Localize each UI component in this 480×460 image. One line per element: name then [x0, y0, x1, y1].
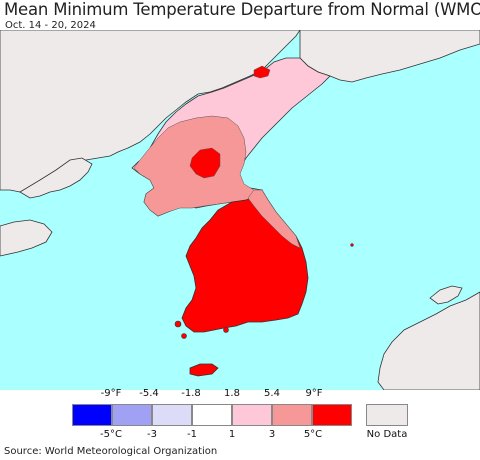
legend-no-data-label: No Data — [366, 429, 408, 440]
north-korea-central-hot — [189, 147, 221, 179]
date-range: Oct. 14 - 20, 2024 — [5, 20, 96, 31]
japan-landmass — [377, 291, 480, 390]
south-korea-east-coast — [247, 189, 301, 249]
legend-bin — [152, 404, 192, 426]
legend-bin — [232, 404, 272, 426]
korea-map — [0, 30, 480, 390]
legend-f-label: -1.8 — [181, 388, 201, 399]
page-title: Mean Minimum Temperature Departure from … — [4, 0, 480, 19]
legend-c-label: 5°C — [303, 429, 323, 440]
legend-f-label: 9°F — [305, 388, 323, 399]
legend-f-label: -5.4 — [139, 388, 159, 399]
legend-c-label: -5°C — [100, 429, 122, 440]
source-credit: Source: World Meteorological Organizatio… — [4, 446, 218, 457]
jeju-island — [189, 363, 219, 377]
legend: -9°F -5.4 -1.8 1.8 5.4 9°F -5°C -3 -1 1 … — [0, 384, 480, 444]
legend-bin — [192, 404, 232, 426]
japan-island-north — [429, 285, 463, 305]
legend-bin — [312, 404, 352, 426]
legend-c-label: 3 — [268, 429, 276, 440]
legend-f-label: 5.4 — [264, 388, 280, 399]
legend-no-data-swatch — [366, 404, 408, 426]
ulleungdo — [350, 243, 354, 247]
legend-c-label: -1 — [187, 429, 197, 440]
legend-c-label: -3 — [147, 429, 157, 440]
island-southwest-1 — [174, 320, 182, 328]
north-korea-northeast-hot — [253, 65, 271, 79]
liaodong-peninsula — [19, 157, 93, 199]
legend-bin — [272, 404, 312, 426]
legend-bin — [72, 404, 112, 426]
legend-c-label: 1 — [228, 429, 236, 440]
island-southwest-2 — [181, 333, 187, 339]
legend-f-label: 1.8 — [224, 388, 240, 399]
legend-f-label: -9°F — [100, 388, 122, 399]
shandong-peninsula — [0, 219, 53, 257]
legend-bin — [112, 404, 152, 426]
island-south-1 — [223, 327, 229, 333]
